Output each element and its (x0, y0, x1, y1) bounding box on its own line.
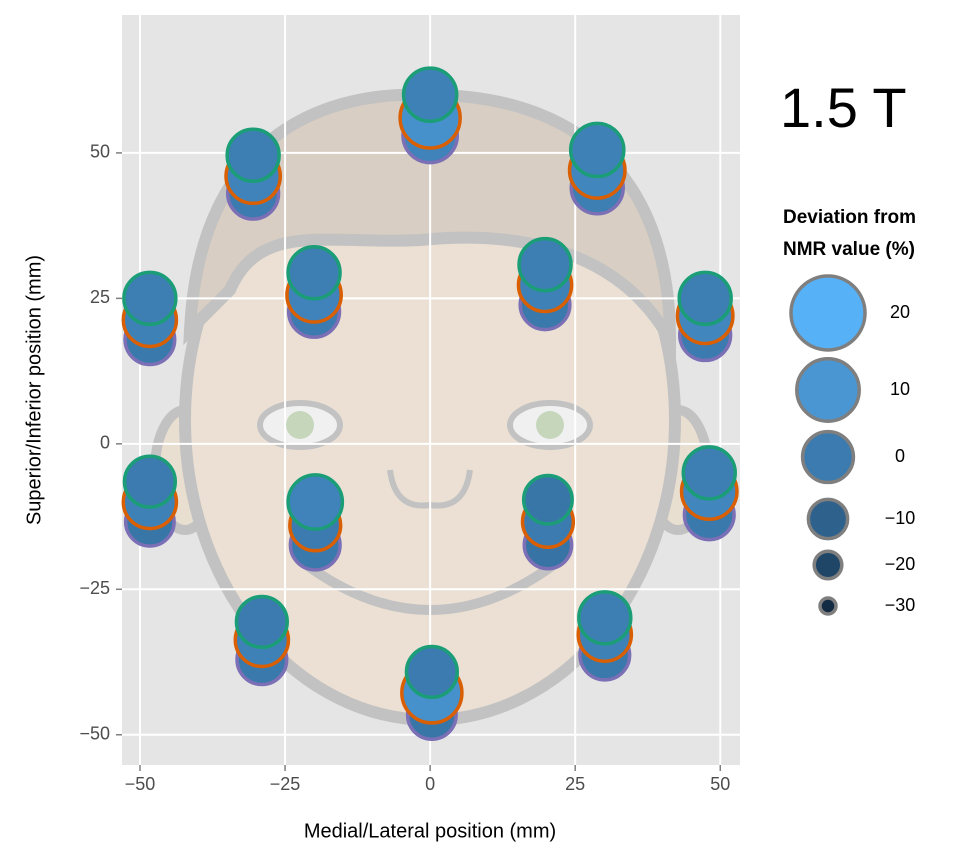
y-tick-label: −25 (79, 578, 110, 598)
legend-key (789, 274, 867, 352)
y-tick-label: 25 (90, 287, 110, 307)
x-tick-label: −50 (125, 774, 156, 794)
bubble (404, 644, 460, 700)
legend-label: −10 (885, 508, 916, 528)
bubble (521, 473, 574, 526)
legend-title: NMR value (%) (783, 239, 915, 260)
x-tick-label: 0 (425, 774, 435, 794)
legend-title: Deviation from (783, 207, 916, 228)
legend-label: 20 (890, 302, 910, 322)
bubble (286, 245, 342, 301)
bubble (681, 445, 737, 501)
bubble (677, 270, 733, 327)
bubble (122, 270, 178, 327)
bubble (225, 127, 281, 183)
grid (122, 15, 740, 765)
bubble (122, 454, 178, 509)
x-tick-label: 50 (710, 774, 730, 794)
legend-key (818, 596, 838, 616)
legend-key (812, 549, 844, 581)
legend-key (795, 357, 861, 423)
y-tick-label: 0 (100, 433, 110, 453)
y-axis-label: Superior/Inferior position (mm) (23, 255, 45, 525)
legend-label: −30 (885, 595, 916, 615)
bubble (234, 594, 289, 650)
x-tick-label: −25 (270, 774, 301, 794)
bubble (517, 236, 573, 293)
x-axis-label: Medial/Lateral position (mm) (304, 820, 556, 842)
bubble (401, 66, 459, 124)
legend-label: −20 (885, 554, 916, 574)
legend-label: 10 (890, 379, 910, 399)
annotation: 1.5 T (780, 76, 907, 139)
bubble (577, 590, 633, 646)
legend-key (806, 497, 850, 541)
bubble (286, 473, 345, 531)
legend-key (800, 429, 856, 485)
y-tick-label: −50 (79, 723, 110, 743)
legend-label: 0 (895, 446, 905, 466)
bubble (568, 121, 626, 179)
x-tick-label: 25 (565, 774, 585, 794)
y-tick-label: 50 (90, 142, 110, 162)
